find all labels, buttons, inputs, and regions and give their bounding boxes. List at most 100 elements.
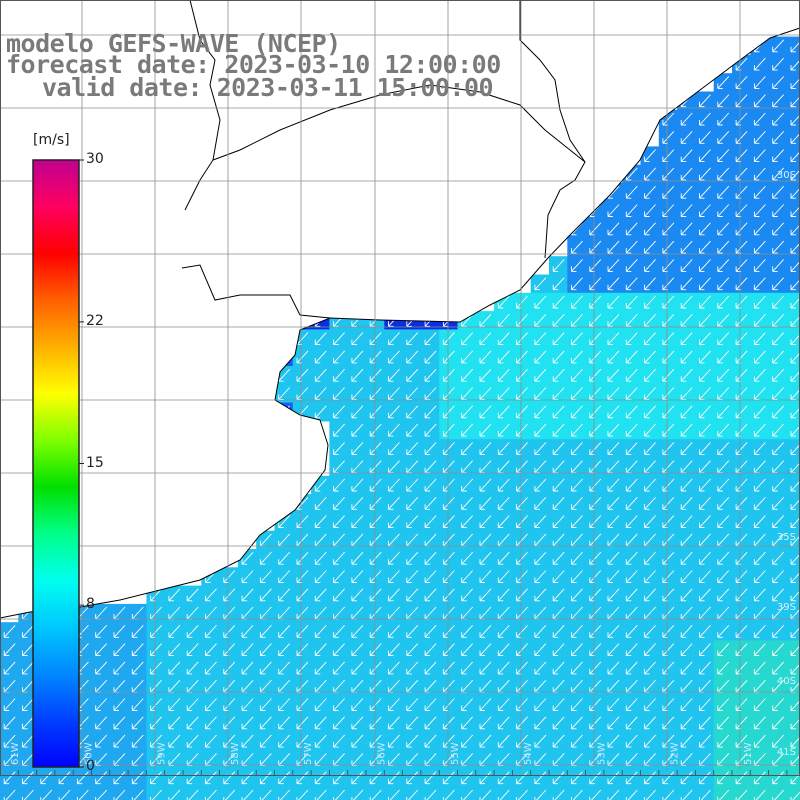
- wind-arrow: [534, 295, 547, 309]
- wind-arrow: [369, 698, 382, 711]
- wind-arrow: [351, 387, 364, 400]
- longitude-label: 52W: [670, 742, 681, 765]
- wind-arrow: [717, 570, 730, 583]
- wind-arrow: [314, 661, 327, 675]
- wind-arrow: [369, 496, 382, 510]
- colorbar-frame: [32, 159, 80, 768]
- wind-arrow: [22, 698, 34, 711]
- wind-arrow: [662, 771, 675, 785]
- wind-arrow: [534, 423, 547, 437]
- wind-arrow: [534, 387, 547, 400]
- wind-arrow: [699, 368, 711, 382]
- wind-arrow: [406, 771, 419, 785]
- wind-cell: [786, 494, 800, 513]
- wind-arrow: [369, 734, 382, 748]
- wind-arrow: [571, 423, 583, 437]
- wind-arrow: [607, 405, 620, 419]
- wind-arrow: [680, 551, 693, 565]
- wind-cell: [786, 329, 800, 349]
- wind-arrow: [497, 405, 510, 419]
- wind-arrow: [406, 624, 419, 638]
- wind-arrow: [497, 387, 510, 400]
- wind-arrow: [534, 570, 547, 583]
- wind-arrow: [680, 295, 693, 309]
- wind-arrow: [497, 588, 510, 602]
- wind-arrow: [406, 734, 419, 748]
- wind-cell: [786, 640, 800, 660]
- wind-cell: [18, 786, 38, 800]
- wind-arrow: [442, 332, 455, 346]
- wind-arrow: [790, 224, 800, 236]
- wind-arrow: [497, 515, 510, 529]
- wind-arrow: [772, 423, 785, 437]
- wind-arrow: [571, 332, 583, 346]
- wind-arrow: [552, 661, 565, 675]
- wind-arrow: [406, 661, 419, 675]
- wind-cell: [512, 786, 532, 800]
- wind-arrow: [699, 130, 711, 144]
- wind-arrow: [278, 771, 291, 785]
- wind-cell: [786, 311, 800, 330]
- wind-arrow: [552, 698, 565, 711]
- wind-arrow: [753, 588, 766, 602]
- wind-arrow: [680, 222, 693, 236]
- wind-arrow: [479, 332, 492, 346]
- wind-arrow: [259, 753, 272, 766]
- wind-arrow: [534, 405, 547, 419]
- coastline-path: [181, 264, 331, 319]
- wind-arrow: [369, 624, 382, 638]
- wind-arrow: [314, 753, 327, 766]
- wind-arrow: [552, 277, 565, 291]
- wind-arrow: [314, 551, 327, 565]
- wind-arrow: [388, 368, 400, 382]
- wind-arrow: [644, 734, 656, 748]
- wind-arrow: [772, 716, 785, 730]
- wind-arrow: [406, 423, 419, 437]
- wind-arrow: [113, 643, 126, 657]
- wind-arrow: [3, 716, 16, 730]
- wind-arrow: [351, 405, 364, 419]
- wind-arrow: [314, 588, 327, 602]
- wind-arrow: [680, 277, 693, 291]
- latitude-label: 35S: [777, 532, 796, 543]
- wind-arrow: [699, 588, 711, 602]
- wind-cell: [786, 677, 800, 696]
- wind-arrow: [571, 734, 583, 748]
- wind-arrow: [369, 716, 382, 730]
- wind-arrow: [644, 185, 656, 199]
- wind-cell: [786, 768, 800, 788]
- wind-arrow: [534, 588, 547, 602]
- wind-cell: [475, 786, 495, 800]
- wind-arrow: [571, 570, 583, 583]
- wind-cell: [768, 786, 788, 800]
- wind-arrow: [479, 570, 492, 583]
- wind-arrow: [680, 167, 693, 181]
- wind-arrow: [753, 222, 766, 236]
- wind-arrow: [168, 753, 181, 766]
- wind-arrow: [772, 442, 785, 455]
- wind-arrow: [534, 753, 547, 766]
- wind-arrow: [351, 423, 364, 437]
- wind-arrow: [772, 496, 785, 510]
- wind-cell: [786, 567, 800, 587]
- wind-arrow: [680, 350, 693, 364]
- wind-arrow: [369, 350, 382, 364]
- wind-arrow: [699, 442, 711, 455]
- wind-arrow: [461, 734, 474, 748]
- wind-arrow: [424, 442, 437, 455]
- wind-arrow: [497, 570, 510, 583]
- wind-cell: [36, 786, 56, 800]
- wind-arrow: [772, 222, 785, 236]
- wind-arrow: [644, 551, 656, 565]
- wind-arrow: [186, 716, 199, 730]
- wind-arrow: [3, 771, 16, 785]
- wind-arrow: [479, 368, 492, 382]
- wind-arrow: [772, 551, 785, 565]
- land-area: [0, 0, 800, 322]
- wind-arrow: [680, 771, 693, 785]
- wind-arrow: [461, 332, 474, 346]
- color-scale: [32, 159, 84, 768]
- wind-arrow: [406, 405, 419, 419]
- wind-cell: [786, 713, 800, 733]
- wind-arrow: [333, 734, 345, 748]
